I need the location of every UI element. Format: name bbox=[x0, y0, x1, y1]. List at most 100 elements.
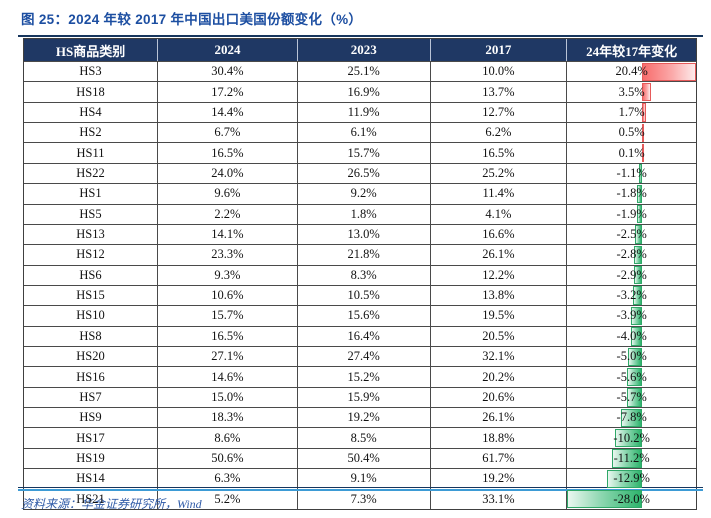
table-row: HS5 2.2% 1.8% 4.1% -1.9% bbox=[24, 203, 696, 224]
column-header-change: 24年较17年变化 bbox=[586, 43, 678, 59]
cell-text: 10.6% bbox=[211, 288, 244, 303]
cell-text: 15.2% bbox=[347, 369, 380, 384]
value-cell: 9.2% bbox=[298, 184, 431, 204]
cell-text: 32.1% bbox=[482, 349, 515, 364]
negative-data-bar bbox=[638, 164, 642, 183]
cell-text: HS7 bbox=[79, 389, 102, 404]
change-cell: -3.2% bbox=[567, 286, 696, 305]
cell-text: 20.6% bbox=[482, 389, 515, 404]
change-cell: -1.9% bbox=[567, 205, 696, 224]
table-row: HS13 14.1% 13.0% 16.6% -2.5% bbox=[24, 223, 696, 245]
category-cell: HS22 bbox=[24, 163, 159, 184]
table-body: HS3 30.4% 25.1% 10.0% 20.4% HS18 17.2% 16.9% 13.… bbox=[24, 61, 696, 509]
table-row: HS3 30.4% 25.1% 10.0% 20.4% bbox=[24, 61, 696, 82]
value-cell: 15.7% bbox=[158, 306, 298, 326]
column-header-category: HS商品类别 bbox=[24, 39, 159, 61]
cell-text: 9.2% bbox=[350, 186, 377, 201]
cell-text: HS12 bbox=[76, 247, 105, 262]
value-cell: 25.1% bbox=[298, 62, 431, 82]
value-cell: 16.9% bbox=[298, 82, 431, 102]
table-row: HS9 18.3% 19.2% 26.1% -7.8% bbox=[24, 407, 696, 428]
bottom-divider-dark bbox=[18, 487, 703, 488]
change-cell: -28.0% bbox=[567, 490, 696, 509]
cell-text: 19.2% bbox=[347, 410, 380, 425]
cell-text: 6.1% bbox=[350, 125, 377, 140]
cell-text: 15.7% bbox=[347, 145, 380, 160]
cell-text: 16.4% bbox=[347, 328, 380, 343]
cell-text: 15.7% bbox=[211, 308, 244, 323]
negative-data-bar bbox=[631, 306, 642, 326]
table-row: HS20 27.1% 27.4% 32.1% -5.0% bbox=[24, 346, 696, 367]
cell-text: -2.9% bbox=[616, 267, 647, 282]
value-cell: 6.1% bbox=[298, 123, 431, 143]
value-cell: 8.5% bbox=[298, 428, 431, 448]
value-cell: 14.6% bbox=[158, 367, 298, 387]
change-cell: -10.2% bbox=[567, 428, 696, 448]
cell-text: -1.9% bbox=[616, 206, 647, 221]
cell-text: 26.5% bbox=[347, 165, 380, 180]
value-cell: 15.7% bbox=[298, 143, 431, 163]
category-cell: HS20 bbox=[24, 347, 159, 367]
category-cell: HS18 bbox=[24, 82, 159, 102]
cell-text: 5.2% bbox=[214, 491, 241, 506]
table-row: HS18 17.2% 16.9% 13.7% 3.5% bbox=[24, 81, 696, 102]
cell-text: 23.3% bbox=[211, 247, 244, 262]
cell-text: 20.2% bbox=[482, 369, 515, 384]
category-cell: HS5 bbox=[24, 204, 159, 224]
category-cell: HS6 bbox=[24, 265, 159, 285]
cell-text: -3.9% bbox=[616, 308, 647, 323]
value-cell: 11.4% bbox=[431, 184, 568, 204]
cell-text: 61.7% bbox=[482, 451, 515, 465]
column-header-2017: 2017 bbox=[431, 39, 568, 61]
category-cell: HS16 bbox=[24, 367, 159, 387]
value-cell: 16.6% bbox=[431, 224, 568, 245]
cell-text: 0.1% bbox=[618, 145, 645, 160]
cell-text: -5.7% bbox=[616, 389, 647, 404]
cell-text: 10.5% bbox=[347, 288, 380, 303]
cell-text: HS14 bbox=[76, 471, 105, 486]
cell-text: HS9 bbox=[79, 410, 102, 425]
cell-text: 10.0% bbox=[482, 64, 515, 79]
cell-text: 2.2% bbox=[214, 206, 241, 221]
change-cell: 0.5% bbox=[567, 123, 696, 142]
table-row: HS17 8.6% 8.5% 18.8% -10.2% bbox=[24, 427, 696, 448]
cell-text: HS11 bbox=[76, 145, 105, 160]
positive-data-bar bbox=[641, 82, 652, 102]
cell-text: -12.9% bbox=[613, 471, 650, 486]
cell-text: 15.0% bbox=[211, 389, 244, 404]
change-cell: -5.7% bbox=[567, 388, 696, 407]
cell-text: HS15 bbox=[76, 288, 105, 303]
change-cell: -2.9% bbox=[567, 266, 696, 285]
cell-text: 15.9% bbox=[347, 389, 380, 404]
value-cell: 15.0% bbox=[158, 387, 298, 408]
cell-text: HS10 bbox=[76, 308, 105, 323]
change-cell: -11.2% bbox=[567, 449, 696, 468]
column-header-2023: 2023 bbox=[298, 39, 431, 61]
value-cell: 12.2% bbox=[431, 265, 568, 285]
cell-text: -3.2% bbox=[616, 288, 647, 303]
negative-data-bar bbox=[614, 428, 642, 448]
table-row: HS2 6.7% 6.1% 6.2% 0.5% bbox=[24, 122, 696, 143]
cell-text: 12.2% bbox=[482, 267, 515, 282]
value-cell: 20.5% bbox=[431, 326, 568, 347]
cell-text: HS2 bbox=[79, 125, 102, 140]
cell-text: 18.3% bbox=[211, 410, 244, 425]
value-cell: 16.4% bbox=[298, 326, 431, 347]
negative-data-bar bbox=[611, 449, 642, 468]
cell-text: HS6 bbox=[79, 267, 102, 282]
cell-text: HS3 bbox=[79, 64, 102, 79]
cell-text: 19.2% bbox=[482, 471, 515, 486]
negative-data-bar bbox=[626, 388, 642, 407]
table-row: HS12 23.3% 21.8% 26.1% -2.8% bbox=[24, 244, 696, 265]
cell-text: 13.0% bbox=[347, 227, 380, 242]
category-cell: HS7 bbox=[24, 387, 159, 408]
negative-data-bar bbox=[635, 225, 642, 244]
category-cell: HS10 bbox=[24, 306, 159, 326]
cell-text: 8.3% bbox=[350, 267, 377, 282]
cell-text: 13.7% bbox=[482, 84, 515, 99]
change-cell: -2.5% bbox=[567, 225, 696, 244]
cell-text: -10.2% bbox=[613, 430, 650, 445]
cell-text: 20.4% bbox=[615, 64, 648, 79]
value-cell: 13.7% bbox=[431, 82, 568, 102]
cell-text: 33.1% bbox=[482, 491, 515, 506]
